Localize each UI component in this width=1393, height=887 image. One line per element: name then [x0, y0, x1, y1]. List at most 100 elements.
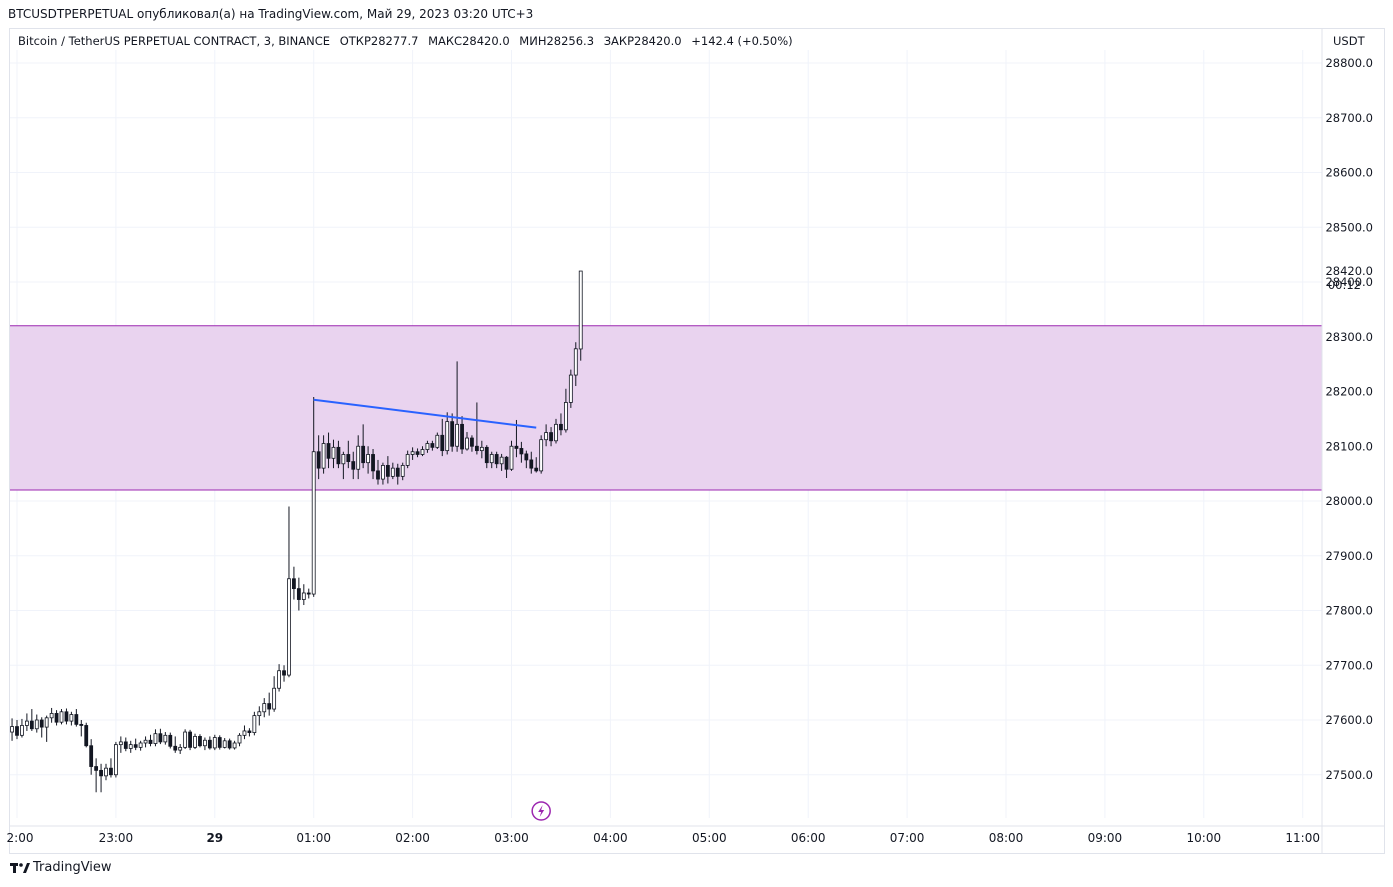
candle-body [376, 470, 380, 480]
time-tick-label: 09:00 [1088, 831, 1123, 845]
legend-close: ЗАКР28420.0 [603, 34, 682, 48]
candle-body [64, 711, 69, 722]
legend-symbol[interactable]: Bitcoin / TetherUS PERPETUAL CONTRACT, 3… [18, 34, 331, 48]
candle-body [34, 719, 39, 730]
chart-frame [9, 28, 1385, 854]
candle-body [499, 456, 504, 465]
candle-body [430, 443, 435, 448]
time-tick-label: 23:00 [99, 831, 134, 845]
trend-line[interactable] [313, 398, 537, 429]
candle-body [529, 459, 534, 469]
candle-body [20, 725, 24, 736]
candle-body [474, 445, 479, 452]
candle-body [54, 713, 59, 723]
candle-body [212, 737, 217, 749]
candle-body [341, 454, 346, 465]
candle-body [435, 434, 440, 448]
time-tick-label: 29 [206, 831, 223, 845]
candle-body [282, 670, 286, 676]
candle-body [509, 445, 514, 470]
support-zone[interactable] [10, 325, 1322, 491]
candle-body [128, 744, 133, 749]
candle-body [559, 423, 563, 431]
candle-body [578, 270, 583, 350]
candle-body [311, 451, 316, 595]
price-tick-label: 28500.0 [1325, 220, 1373, 234]
candle-body [405, 454, 410, 466]
candle-body [267, 703, 272, 710]
candle-body [445, 421, 450, 452]
candle-body [385, 465, 390, 477]
footer-branding: TradingView [10, 860, 112, 875]
price-tick-label: 28100.0 [1325, 439, 1373, 453]
candle-body [183, 731, 188, 748]
candle-body [148, 739, 153, 744]
price-tick-label: 27900.0 [1325, 549, 1373, 563]
candle-body [568, 374, 573, 403]
candle-body [227, 740, 232, 749]
price-tick-label: 27700.0 [1325, 658, 1373, 672]
candle-body [44, 717, 49, 728]
candle-body [450, 421, 455, 447]
candle-body [168, 734, 173, 747]
price-tick-label: 27500.0 [1325, 768, 1373, 782]
candle-body [207, 739, 212, 749]
last-price-label: 28420.0 [1325, 264, 1373, 278]
time-tick-label: 08:00 [989, 831, 1024, 845]
candle-body [361, 445, 366, 464]
time-tick-label: 03:00 [494, 831, 529, 845]
legend-low: МИН28256.3 [519, 34, 595, 48]
candle-body [331, 446, 336, 459]
candle-body [188, 731, 192, 748]
candle-body [390, 467, 395, 477]
candle-body [15, 726, 19, 736]
candle-body [277, 670, 281, 689]
candle-body [563, 402, 568, 431]
footer-brand-text[interactable]: TradingView [33, 860, 112, 875]
time-tick-label: 11:00 [1285, 831, 1320, 845]
candle-body [143, 739, 148, 744]
candle-body [158, 733, 163, 743]
candle-body [99, 769, 103, 777]
price-tick-label: 28200.0 [1325, 385, 1373, 399]
candle-body [237, 734, 242, 744]
candle-body [89, 745, 94, 767]
price-tick-label: 28400.0 [1325, 275, 1373, 289]
candle-body [514, 445, 519, 449]
candle-body [232, 742, 237, 749]
candle-body [178, 746, 183, 751]
candle-body [296, 588, 301, 600]
candle-body [504, 456, 509, 470]
candle-body [198, 736, 202, 747]
candle-body [415, 451, 420, 455]
price-tick-label: 28800.0 [1325, 56, 1373, 70]
candle-body [257, 711, 262, 717]
candle-body [351, 461, 356, 470]
candle-body [395, 467, 400, 477]
candle-body [455, 423, 460, 447]
price-tick-label: 27600.0 [1325, 713, 1373, 727]
tradingview-logo-icon [10, 862, 30, 873]
candle-body [494, 454, 499, 465]
candle-body [252, 715, 257, 733]
candle-body [440, 434, 445, 452]
time-tick-label: 05:00 [692, 831, 727, 845]
currency-label[interactable]: USDT [1333, 34, 1365, 48]
candle-body [123, 741, 128, 749]
candle-body [69, 714, 74, 722]
time-tick-label: 02:00 [395, 831, 430, 845]
candle-body [534, 467, 539, 472]
candle-body [10, 726, 14, 733]
candle-body [301, 592, 306, 600]
candle-body [326, 443, 331, 459]
candle-body [203, 739, 207, 747]
price-tick-label: 28300.0 [1325, 330, 1373, 344]
candle-body [316, 451, 321, 469]
time-tick-label: 06:00 [791, 831, 826, 845]
price-tick-label: 27800.0 [1325, 604, 1373, 618]
legend-high: МАКС28420.0 [428, 34, 510, 48]
candle-body [138, 742, 143, 748]
candle-body [371, 454, 375, 472]
candle-body [336, 446, 341, 465]
